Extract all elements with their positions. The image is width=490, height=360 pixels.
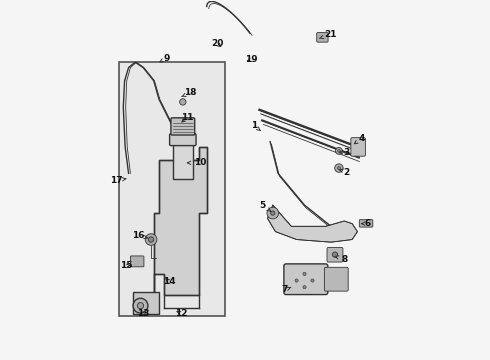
Circle shape xyxy=(303,273,306,275)
Text: 9: 9 xyxy=(160,54,170,63)
Text: 13: 13 xyxy=(137,309,149,318)
Circle shape xyxy=(180,99,186,105)
Text: 21: 21 xyxy=(319,30,337,39)
Circle shape xyxy=(148,237,154,242)
Text: 12: 12 xyxy=(175,309,188,318)
Circle shape xyxy=(335,164,343,172)
Text: 3: 3 xyxy=(340,148,350,157)
Circle shape xyxy=(137,302,144,309)
FancyBboxPatch shape xyxy=(324,267,348,291)
Circle shape xyxy=(267,207,279,219)
Text: 20: 20 xyxy=(211,39,223,48)
Text: 16: 16 xyxy=(132,231,147,240)
Text: 2: 2 xyxy=(340,167,350,176)
Circle shape xyxy=(332,252,338,257)
FancyBboxPatch shape xyxy=(170,134,196,145)
Text: 7: 7 xyxy=(281,285,291,294)
Text: 18: 18 xyxy=(182,88,197,97)
FancyBboxPatch shape xyxy=(351,138,366,156)
Text: 10: 10 xyxy=(188,158,206,167)
Text: 1: 1 xyxy=(251,121,260,131)
FancyBboxPatch shape xyxy=(173,139,193,179)
Circle shape xyxy=(311,279,314,282)
FancyBboxPatch shape xyxy=(171,118,195,135)
Text: 15: 15 xyxy=(120,261,132,270)
FancyBboxPatch shape xyxy=(130,256,144,267)
Circle shape xyxy=(133,298,148,313)
Circle shape xyxy=(337,167,341,170)
FancyBboxPatch shape xyxy=(284,264,328,294)
Polygon shape xyxy=(268,205,358,242)
Text: 6: 6 xyxy=(362,219,371,228)
Text: 14: 14 xyxy=(163,277,176,286)
Circle shape xyxy=(145,234,157,246)
FancyBboxPatch shape xyxy=(317,33,328,42)
FancyBboxPatch shape xyxy=(132,292,159,314)
Text: 5: 5 xyxy=(259,201,270,211)
FancyBboxPatch shape xyxy=(359,220,373,227)
Circle shape xyxy=(336,148,343,154)
Text: 4: 4 xyxy=(354,135,365,144)
Text: 19: 19 xyxy=(245,55,258,64)
Circle shape xyxy=(338,149,340,152)
Circle shape xyxy=(295,279,298,282)
FancyBboxPatch shape xyxy=(119,62,225,316)
FancyBboxPatch shape xyxy=(327,247,343,262)
Text: 8: 8 xyxy=(335,255,347,264)
Polygon shape xyxy=(154,147,207,295)
Circle shape xyxy=(303,285,306,289)
Circle shape xyxy=(270,211,275,215)
Text: 17: 17 xyxy=(110,176,126,185)
Text: 11: 11 xyxy=(180,113,193,122)
